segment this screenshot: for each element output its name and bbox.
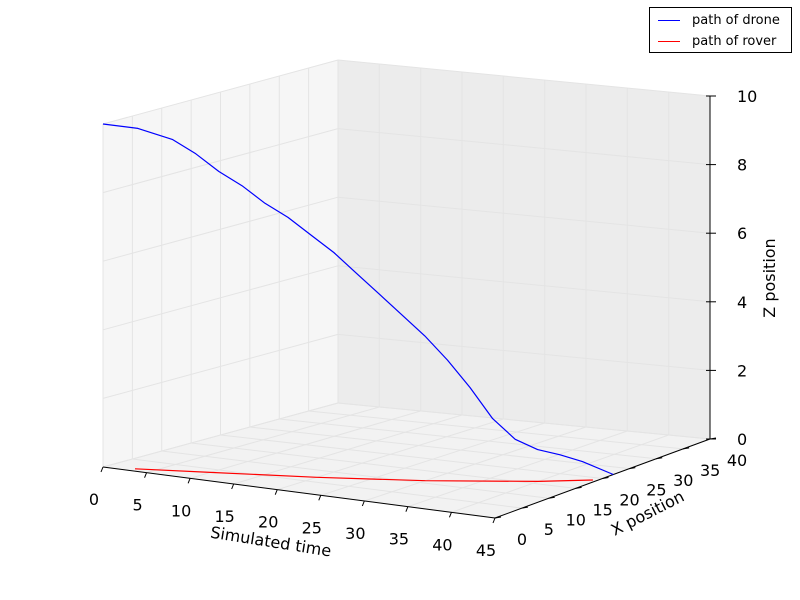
y-tick-7 bbox=[683, 447, 690, 450]
grid-side-z-2 bbox=[102, 265, 339, 331]
x-tick-3 bbox=[231, 483, 235, 490]
y-tick-label-4: 20 bbox=[619, 491, 639, 510]
grid-side-z-5 bbox=[102, 59, 339, 125]
y-tick-5 bbox=[629, 467, 636, 470]
y-tick-label-1: 5 bbox=[544, 520, 554, 539]
grid-back-z-5 bbox=[337, 59, 711, 97]
grid-side-z-1 bbox=[102, 333, 339, 399]
grid-back-z-1 bbox=[337, 333, 711, 371]
y-tick-0 bbox=[494, 516, 502, 519]
x-tick-9 bbox=[492, 517, 496, 524]
x-tick-label-2: 10 bbox=[171, 501, 191, 520]
legend-swatch-drone bbox=[658, 19, 680, 21]
x-tick-4 bbox=[274, 489, 278, 495]
y-tick-label-7: 35 bbox=[700, 461, 720, 480]
x-tick-label-6: 30 bbox=[345, 524, 365, 543]
y-tick-6 bbox=[656, 457, 663, 460]
x-tick-label-0: 0 bbox=[89, 490, 99, 509]
y-tick-label-5: 25 bbox=[646, 481, 666, 500]
grid-back-z-0 bbox=[337, 402, 711, 440]
x-tick-7 bbox=[405, 506, 409, 512]
grid-floor-y-5 bbox=[249, 426, 630, 470]
x-tick-label-5: 25 bbox=[302, 518, 322, 537]
x-tick-5 bbox=[318, 495, 322, 501]
grid-floor-y-7 bbox=[308, 410, 684, 450]
z-axis-label: Z position bbox=[760, 238, 779, 317]
x-tick-label-7: 35 bbox=[389, 530, 409, 549]
grid-back-z-3 bbox=[337, 196, 711, 234]
legend-label-rover: path of rover bbox=[692, 33, 777, 49]
y-tick-label-2: 10 bbox=[566, 510, 586, 529]
x-tick-1 bbox=[144, 472, 148, 478]
x-axis-line bbox=[102, 466, 496, 519]
y-tick-label-3: 15 bbox=[592, 500, 612, 519]
x-tick-label-1: 5 bbox=[132, 496, 142, 515]
x-tick-2 bbox=[187, 478, 191, 484]
y-tick-label-8: 40 bbox=[727, 451, 747, 470]
z-tick-label-5: 10 bbox=[737, 87, 757, 106]
legend: path of drone path of rover bbox=[649, 7, 792, 53]
x-tick-label-9: 45 bbox=[476, 541, 496, 560]
grid-side-z-3 bbox=[102, 196, 339, 262]
z-tick-label-3: 6 bbox=[737, 224, 747, 243]
legend-item-drone: path of drone bbox=[658, 11, 780, 29]
grid-floor-y-4 bbox=[220, 434, 603, 479]
y-tick-4 bbox=[602, 477, 609, 479]
x-tick-label-8: 40 bbox=[432, 535, 452, 554]
grid-floor-y-1 bbox=[132, 458, 522, 509]
legend-swatch-rover bbox=[658, 40, 680, 42]
y-tick-1 bbox=[521, 506, 528, 509]
grid-floor-y-6 bbox=[279, 418, 657, 460]
legend-label-drone: path of drone bbox=[692, 12, 780, 28]
z-tick-label-0: 0 bbox=[737, 430, 747, 449]
x-tick-6 bbox=[361, 500, 365, 507]
y-tick-3 bbox=[575, 486, 582, 489]
grid-side-z-0 bbox=[102, 402, 339, 468]
grid-side-z-4 bbox=[102, 128, 339, 194]
legend-item-rover: path of rover bbox=[658, 32, 776, 50]
grid-floor-y-2 bbox=[161, 450, 549, 499]
series-line-0 bbox=[102, 123, 614, 476]
z-tick-label-4: 8 bbox=[737, 156, 747, 175]
x-tick-8 bbox=[448, 512, 452, 518]
grid-back-z-2 bbox=[337, 265, 711, 303]
grid-back-z-4 bbox=[337, 128, 711, 166]
z-tick-label-2: 4 bbox=[737, 293, 747, 312]
z-tick-label-1: 2 bbox=[737, 361, 747, 380]
y-tick-2 bbox=[548, 496, 555, 499]
back-pane bbox=[338, 60, 710, 439]
x-tick-label-4: 20 bbox=[258, 513, 278, 532]
x-tick-0 bbox=[100, 466, 104, 473]
floor-pane bbox=[103, 403, 710, 518]
y-tick-label-6: 30 bbox=[673, 471, 693, 490]
x-tick-label-3: 15 bbox=[214, 507, 234, 526]
series-line-1 bbox=[134, 468, 593, 482]
y-tick-label-0: 0 bbox=[517, 530, 527, 549]
